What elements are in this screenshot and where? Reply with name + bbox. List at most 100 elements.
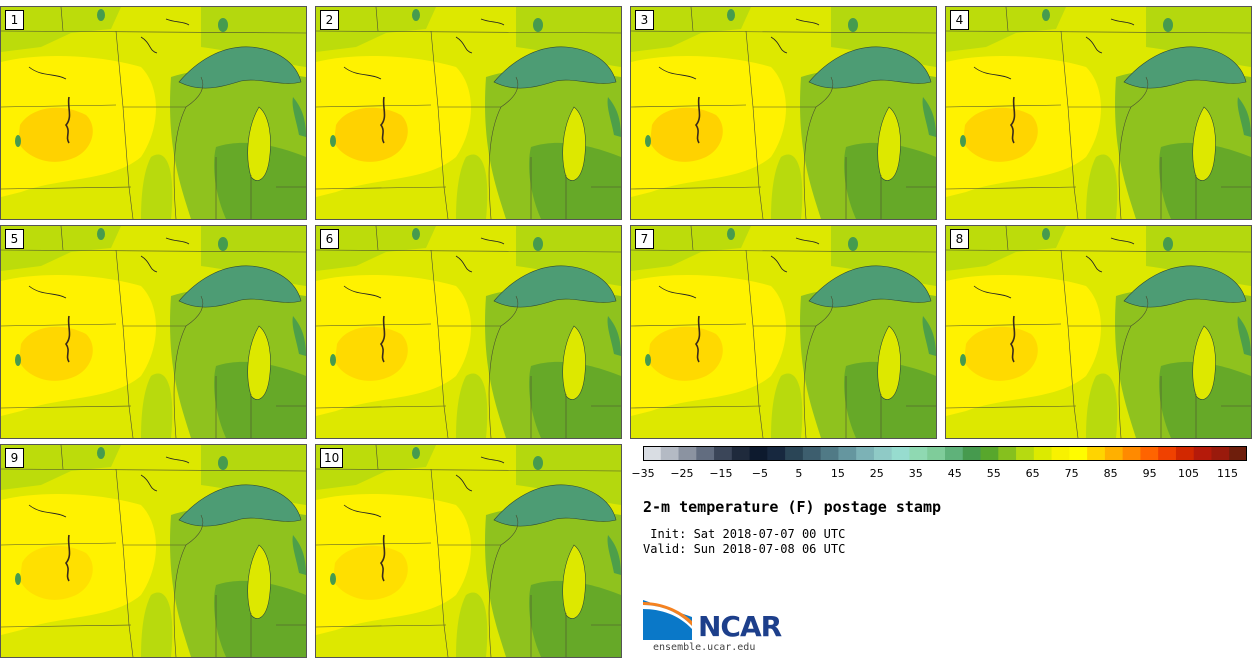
colorbar-segment bbox=[1193, 446, 1212, 461]
field-hot bbox=[334, 107, 408, 162]
state-border bbox=[316, 542, 432, 546]
field-cool-north bbox=[316, 445, 436, 490]
field-cool-south bbox=[1086, 154, 1118, 219]
field-cold-southeast bbox=[1159, 361, 1251, 438]
valid-time: Valid: Sun 2018-07-08 06 UTC bbox=[643, 542, 846, 556]
reservoir bbox=[15, 354, 21, 366]
colorbar-segment bbox=[1158, 446, 1177, 461]
state-border bbox=[1060, 249, 1079, 438]
northern-lake bbox=[97, 447, 105, 459]
state-border bbox=[430, 249, 449, 438]
field-cool-south bbox=[1086, 373, 1118, 438]
colorbar-tick-label: 45 bbox=[947, 467, 962, 480]
colorbar-segment bbox=[749, 446, 768, 461]
northern-lake bbox=[1042, 9, 1050, 21]
field-hot bbox=[333, 545, 408, 600]
lake-superior bbox=[1123, 46, 1247, 89]
state-border bbox=[430, 468, 449, 657]
reservoir bbox=[15, 573, 21, 585]
member-label: 10 bbox=[320, 448, 344, 468]
field-hot bbox=[20, 545, 93, 600]
field-cool-south bbox=[456, 592, 488, 657]
lake-michigan bbox=[562, 325, 586, 400]
state-border bbox=[690, 7, 694, 32]
river bbox=[770, 255, 788, 273]
field-cool-south bbox=[141, 154, 173, 219]
state-border bbox=[115, 30, 134, 219]
lake-superior bbox=[493, 265, 617, 308]
temperature-map bbox=[631, 7, 936, 219]
lake-superior bbox=[1123, 265, 1247, 308]
temperature-map bbox=[946, 7, 1251, 219]
reservoir bbox=[645, 135, 651, 147]
state-border bbox=[316, 186, 447, 190]
river bbox=[165, 456, 190, 464]
northern-lake bbox=[533, 237, 543, 251]
colorbar-tick-label: 35 bbox=[908, 467, 923, 480]
lake-huron bbox=[292, 97, 306, 137]
state-border bbox=[115, 249, 134, 438]
colorbar-segment bbox=[891, 446, 910, 461]
missouri-river bbox=[694, 96, 701, 144]
colorbar-tick-label: 105 bbox=[1178, 467, 1200, 480]
river bbox=[1085, 255, 1103, 273]
state-border bbox=[946, 323, 1062, 327]
lake-michigan bbox=[247, 325, 271, 400]
northern-lake bbox=[1163, 237, 1173, 251]
colorbar-segment bbox=[1104, 446, 1124, 461]
state-border bbox=[185, 76, 204, 108]
state-border bbox=[316, 249, 621, 253]
field-hot bbox=[963, 107, 1038, 162]
field-cold-southeast bbox=[844, 142, 936, 219]
colorbar-tick-label: −5 bbox=[751, 467, 768, 480]
state-border bbox=[316, 30, 621, 34]
river bbox=[973, 285, 1012, 299]
northern-lake bbox=[848, 237, 858, 251]
colorbar-tick-label: 15 bbox=[830, 467, 845, 480]
state-border bbox=[115, 468, 134, 657]
missouri-river bbox=[379, 315, 386, 363]
field-cool-south bbox=[771, 373, 803, 438]
northern-lake bbox=[727, 9, 735, 21]
reservoir bbox=[960, 135, 966, 147]
colorbar-segment bbox=[767, 446, 786, 461]
colorbar-segment bbox=[1175, 446, 1195, 461]
member-panel-7: 7 bbox=[630, 225, 937, 439]
member-panel-9: 9 bbox=[0, 444, 307, 658]
field-hot bbox=[335, 326, 408, 381]
member-label: 1 bbox=[5, 10, 24, 30]
northern-lake bbox=[848, 18, 858, 32]
colorbar-segment bbox=[1211, 446, 1230, 461]
state-border bbox=[316, 468, 621, 472]
colorbar-tick-label: −35 bbox=[631, 467, 655, 480]
field-hot bbox=[18, 107, 93, 162]
temperature-map bbox=[316, 226, 621, 438]
state-border bbox=[316, 323, 432, 327]
colorbar-segment bbox=[945, 446, 964, 461]
lake-huron bbox=[1237, 316, 1251, 356]
lake-michigan bbox=[877, 106, 901, 181]
field-cool-north bbox=[946, 7, 1066, 52]
state-border bbox=[946, 405, 1077, 409]
colorbar-segment bbox=[785, 446, 804, 461]
temperature-map bbox=[316, 7, 621, 219]
state-border bbox=[1130, 76, 1149, 108]
field-hot bbox=[19, 326, 93, 381]
member-label: 6 bbox=[320, 229, 339, 249]
missouri-river bbox=[694, 315, 701, 363]
state-border bbox=[1, 249, 306, 253]
member-panel-1: 1 bbox=[0, 6, 307, 220]
lake-huron bbox=[922, 316, 936, 356]
river bbox=[973, 66, 1012, 80]
state-border bbox=[375, 7, 379, 32]
colorbar-segment bbox=[802, 446, 822, 461]
lake-superior bbox=[808, 46, 932, 89]
field-cool-south bbox=[456, 154, 488, 219]
lake-michigan bbox=[877, 325, 901, 400]
state-border bbox=[1, 30, 306, 34]
state-border bbox=[185, 514, 204, 546]
colorbar-segment bbox=[820, 446, 839, 461]
member-label: 5 bbox=[5, 229, 24, 249]
northern-lake bbox=[97, 228, 105, 240]
river bbox=[343, 285, 382, 299]
